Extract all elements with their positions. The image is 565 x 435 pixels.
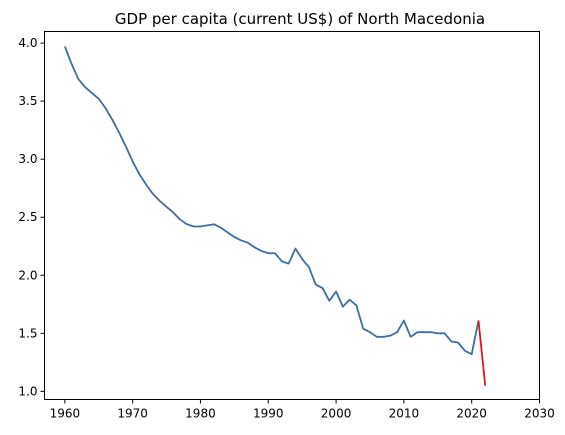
y-tick-label: 4.0 [18,36,37,50]
x-tick-label: 1990 [253,407,284,421]
y-tick-label: 3.5 [18,94,37,108]
plot-series [64,46,487,386]
series-line-1 [477,320,487,386]
plot-frame [44,31,540,400]
x-tick-label: 2020 [456,407,487,421]
y-axis: 1.0 1.5 2.0 2.5 3.0 3.5 4.0 [18,36,45,398]
x-tick-label: 2000 [321,407,352,421]
y-tick-label: 3.0 [18,152,37,166]
chart-title: GDP per capita (current US$) of North Ma… [115,10,485,28]
y-tick-label: 1.5 [18,326,37,340]
x-axis: 1960 1970 1980 1990 2000 2010 2020 2030 [50,399,555,421]
y-tick-label: 1.0 [18,384,37,398]
x-tick-label: 1960 [50,407,81,421]
series-line-0 [64,46,480,356]
x-tick-label: 2010 [389,407,420,421]
y-tick-label: 2.5 [18,210,37,224]
x-tick-label: 1980 [185,407,216,421]
x-tick-label: 2030 [524,407,555,421]
y-tick-label: 2.0 [18,268,37,282]
x-tick-label: 1970 [117,407,148,421]
